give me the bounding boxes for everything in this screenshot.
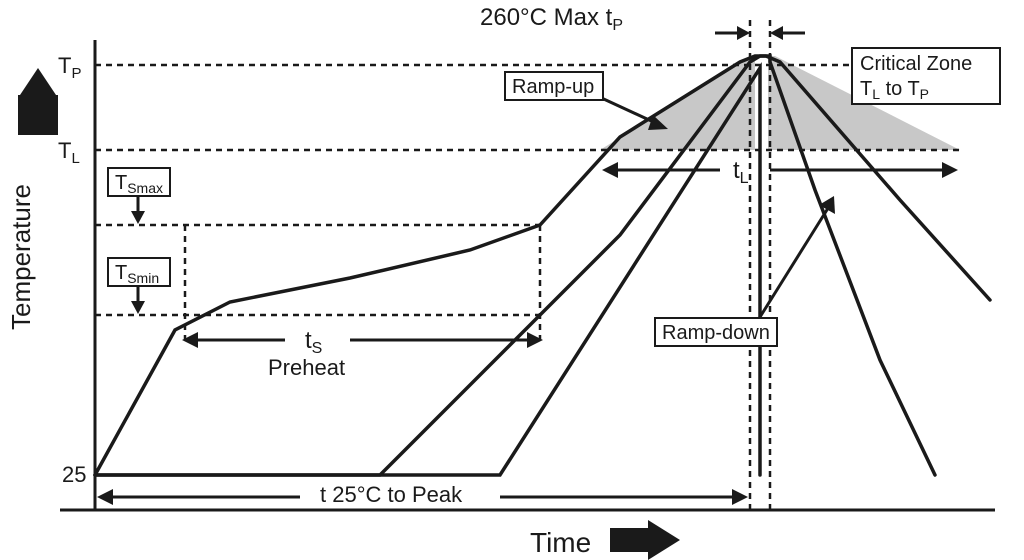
tl-label: tL (733, 157, 749, 187)
y-tick-tl: TL (58, 138, 80, 167)
ramp-up-label: Ramp-up (512, 76, 594, 98)
x-axis-title: Time (530, 527, 591, 558)
preheat-label: Preheat (268, 355, 345, 380)
ramp-down-label: Ramp-down (662, 322, 770, 344)
t25-to-peak-label: t 25°C to Peak (320, 482, 463, 507)
tsmin-label: T (115, 262, 127, 284)
peak-top-label: 260°C Max tP (480, 4, 623, 34)
svg-text:TL to TP: TL to TP (860, 78, 929, 102)
ramp-down-arrow (755, 205, 830, 325)
ramp-up-arrow (595, 95, 660, 125)
reflow-profile-chart: TSmax TSmin Ramp-up Ramp-down Critical Z… (0, 0, 1024, 560)
y-axis-title: Temperature (6, 184, 36, 330)
tsmax-label: T (115, 172, 127, 194)
y-tick-tp: TP (58, 53, 81, 82)
ts-label: tS (305, 327, 322, 357)
y-axis-arrow-icon (18, 95, 58, 135)
critical-zone-line1: Critical Zone (860, 53, 972, 75)
x-axis-arrow-icon (610, 528, 650, 552)
y-tick-25: 25 (62, 462, 86, 487)
